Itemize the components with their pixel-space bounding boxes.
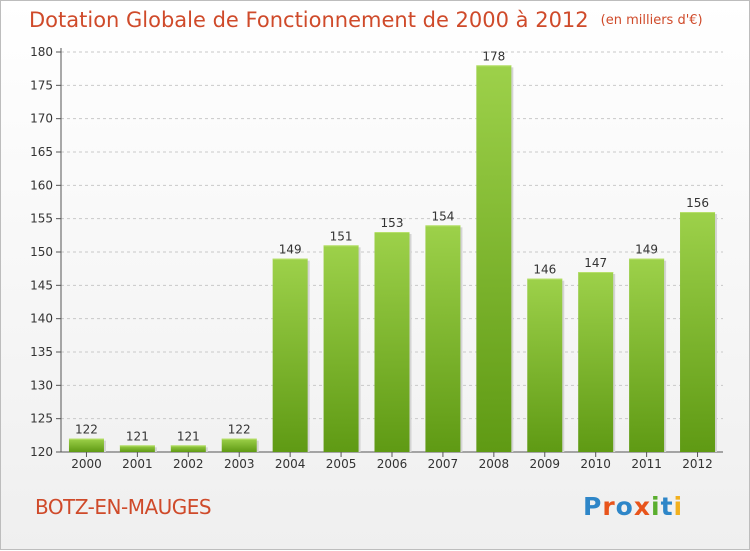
y-tick-label: 120 (30, 445, 53, 459)
y-tick-label: 130 (30, 378, 53, 392)
value-label: 154 (431, 209, 454, 223)
logo-letter: o (615, 492, 634, 521)
value-label: 153 (381, 216, 404, 230)
y-tick-label: 140 (30, 312, 53, 326)
value-label: 146 (533, 263, 556, 277)
logo-letter: r (602, 492, 616, 521)
x-tick-label: 2010 (580, 457, 611, 471)
bar (272, 258, 308, 452)
value-label: 178 (482, 49, 505, 63)
bar (119, 445, 155, 452)
bar (221, 438, 257, 452)
x-tick-label: 2000 (71, 457, 102, 471)
tick-labels: 120 125 130 135 140 145 150 155 160 165 170 175 180 2… (30, 45, 713, 471)
bar (680, 212, 716, 452)
logo-letter: i (673, 492, 684, 521)
bar (170, 445, 206, 452)
value-label: 149 (635, 243, 658, 257)
x-tick-label: 2001 (122, 457, 153, 471)
value-labels: 122 121 121 122 149 151 153 154 178 146 147 149 156 (75, 49, 709, 443)
proxiti-logo[interactable]: Proxiti (583, 492, 683, 521)
town-name: BOTZ-EN-MAUGES (35, 495, 212, 519)
value-label: 122 (75, 423, 98, 437)
y-tick-label: 165 (30, 145, 53, 159)
bar (527, 278, 563, 452)
logo-letter: i (651, 492, 661, 521)
y-tick-label: 170 (30, 112, 53, 126)
x-tick-label: 2008 (479, 457, 510, 471)
logo-letter: x (633, 492, 651, 521)
chart-title: Dotation Globale de Fonctionnement de 20… (29, 8, 703, 32)
y-tick-label: 180 (30, 45, 53, 59)
y-tick-label: 175 (30, 78, 53, 92)
x-tick-label: 2007 (428, 457, 459, 471)
logo-letter: t (660, 492, 674, 521)
x-tick-label: 2006 (377, 457, 408, 471)
x-tick-label: 2009 (529, 457, 560, 471)
value-label: 121 (126, 429, 149, 443)
x-tick-label: 2004 (275, 457, 306, 471)
y-tick-label: 155 (30, 212, 53, 226)
value-label: 122 (228, 423, 251, 437)
x-tick-label: 2012 (682, 457, 713, 471)
y-tick-label: 160 (30, 178, 53, 192)
y-tick-label: 150 (30, 245, 53, 259)
chart-subtitle: (en milliers d'€) (600, 13, 703, 28)
x-tick-label: 2002 (173, 457, 204, 471)
value-label: 147 (584, 256, 607, 270)
y-tick-label: 125 (30, 412, 53, 426)
chart-title-text: Dotation Globale de Fonctionnement de 20… (29, 8, 589, 32)
bar (425, 225, 461, 452)
bar (68, 438, 104, 452)
bar (578, 272, 614, 452)
y-tick-label: 135 (30, 345, 53, 359)
bar (629, 258, 665, 452)
value-label: 121 (177, 429, 200, 443)
bars (68, 65, 718, 452)
x-tick-label: 2005 (326, 457, 357, 471)
bar (374, 232, 410, 452)
bar (476, 65, 512, 452)
bar (323, 245, 359, 452)
y-tick-label: 145 (30, 278, 53, 292)
x-tick-label: 2011 (631, 457, 662, 471)
logo-letter: P (583, 492, 603, 521)
value-label: 156 (686, 196, 709, 210)
x-tick-label: 2003 (224, 457, 255, 471)
value-label: 149 (279, 243, 302, 257)
value-label: 151 (330, 229, 353, 243)
